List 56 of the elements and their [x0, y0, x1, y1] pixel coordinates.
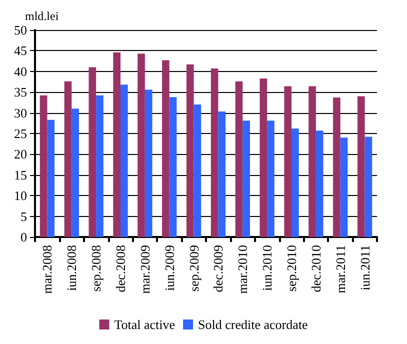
- x-tick-label: mar.2010: [235, 245, 250, 294]
- bar: [40, 95, 48, 237]
- bar: [186, 64, 194, 237]
- bar: [284, 86, 292, 237]
- bar: [292, 128, 299, 237]
- bar: [267, 120, 274, 237]
- y-tick-label: 10: [14, 188, 27, 204]
- y-tick-label: 0: [20, 230, 27, 244]
- bar: [235, 81, 243, 237]
- bar: [242, 120, 250, 237]
- y-tick-label: 40: [14, 64, 27, 79]
- x-tick-label: mar.2008: [40, 245, 55, 294]
- y-tick-label: 15: [14, 167, 27, 182]
- x-tick-label: sep.2009: [186, 245, 202, 292]
- bar: [120, 84, 128, 237]
- bar: [218, 112, 226, 237]
- bar: [113, 52, 120, 237]
- y-tick-label: 30: [14, 105, 27, 120]
- bar: [144, 90, 152, 237]
- bar: [340, 138, 348, 237]
- x-tick-label: dec.2008: [113, 245, 128, 292]
- bar: [138, 54, 145, 237]
- x-tick-label: sep.2008: [88, 245, 104, 292]
- bar: [308, 86, 316, 237]
- bar: [333, 97, 340, 237]
- x-tick-label: iun.2011: [357, 245, 372, 290]
- bar: [316, 130, 324, 237]
- y-axis-title: mld.lei: [25, 9, 60, 23]
- x-tick-label: dec.2009: [210, 245, 226, 292]
- x-tick-label: mar.2009: [137, 245, 152, 294]
- bar: [96, 95, 104, 237]
- y-tick-label: 50: [14, 22, 27, 38]
- x-tick-label: iun.2009: [162, 245, 177, 291]
- bar: [162, 60, 170, 237]
- bar: [364, 136, 372, 237]
- bar: [88, 67, 96, 237]
- bar: [47, 120, 55, 237]
- x-tick-label: sep.2010: [284, 245, 299, 292]
- y-tick-label: 20: [14, 146, 27, 162]
- x-tick-label: iun.2008: [64, 245, 80, 291]
- legend-label: Total active: [114, 317, 176, 332]
- y-tick-label: 25: [14, 126, 27, 141]
- bar: [357, 96, 365, 237]
- x-tick-label: dec.2010: [308, 245, 324, 292]
- bar: [72, 108, 79, 237]
- y-tick-label: 45: [14, 43, 27, 58]
- bar: [194, 104, 202, 237]
- bar: [210, 68, 218, 237]
- y-tick-label: 5: [20, 208, 27, 224]
- bar: [64, 81, 72, 237]
- legend-label: Sold credite acordate: [198, 317, 308, 332]
- x-tick-label: mar.2011: [332, 245, 348, 294]
- y-tick-label: 35: [14, 84, 27, 100]
- bar: [260, 78, 268, 237]
- x-tick-label: iun.2010: [260, 245, 275, 291]
- bar: [169, 97, 177, 237]
